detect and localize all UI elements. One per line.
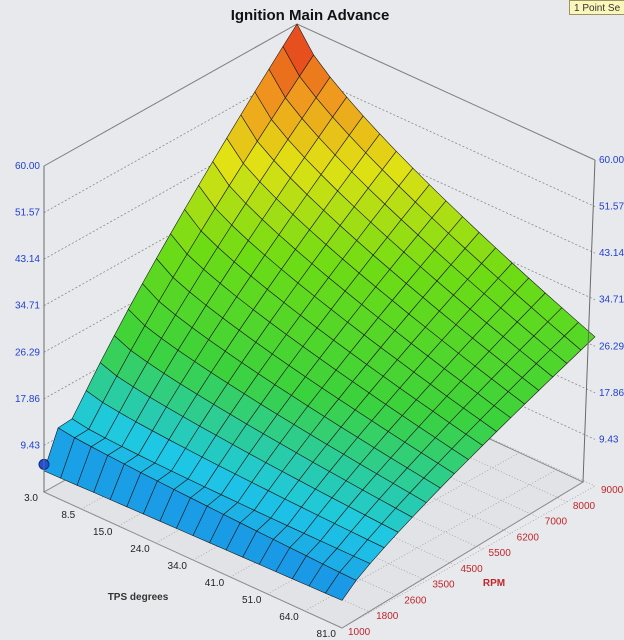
z-tick-left: 34.71 [15, 301, 40, 312]
z-gridline [43, 116, 596, 260]
plot-box-front [43, 159, 596, 492]
z-tick-left: 26.29 [15, 347, 40, 358]
rpm-tick: 1800 [376, 611, 399, 622]
y-axis-label: RPM [483, 578, 505, 589]
rpm-tick: 6200 [517, 532, 540, 543]
z-tick-left: 43.14 [15, 254, 40, 265]
point-select-badge[interactable]: 1 Point Se [569, 0, 624, 15]
rpm-tick: 5500 [489, 548, 512, 559]
tps-tick: 8.5 [61, 510, 75, 521]
rpm-tick: 3500 [432, 580, 455, 591]
rpm-tick: 2600 [404, 595, 427, 606]
rpm-tick: 8000 [573, 501, 596, 512]
z-tick-right: 60.00 [599, 155, 624, 166]
tps-tick: 81.0 [317, 629, 337, 640]
tps-tick: 24.0 [130, 544, 150, 555]
z-gridline [43, 70, 596, 213]
rpm-tick: 1000 [348, 627, 371, 638]
z-tick-left: 17.86 [15, 394, 40, 405]
z-tick-right: 26.29 [599, 341, 624, 352]
z-tick-left: 9.43 [21, 440, 41, 451]
z-tick-right: 9.43 [599, 434, 619, 445]
z-tick-right: 17.86 [599, 388, 624, 399]
rpm-tick: 4500 [460, 564, 483, 575]
tps-tick: 34.0 [168, 561, 188, 572]
z-tick-right: 51.57 [599, 202, 624, 213]
surface-mesh [38, 23, 596, 601]
tps-tick: 3.0 [24, 493, 38, 504]
box-right-vertical [582, 159, 596, 483]
z-tick-left: 51.57 [15, 208, 40, 219]
floor-grid-line [43, 491, 343, 629]
tps-tick: 64.0 [279, 612, 299, 623]
z-gridline [43, 23, 596, 167]
floor-grid-line [341, 485, 596, 629]
rpm-tick: 9000 [601, 485, 624, 496]
surface-cell [325, 571, 357, 601]
z-tick-right: 43.14 [599, 248, 624, 259]
tps-tick: 41.0 [205, 578, 225, 589]
x-axis-label: TPS degrees [108, 592, 169, 603]
tps-tick: 51.0 [242, 595, 262, 606]
chart-title: Ignition Main Advance [231, 7, 390, 24]
axis-labels: 17.86 26.29 34.71 43.14 51.57 60.00 9.43 9.43 17… [15, 155, 624, 640]
tps-tick: 15.0 [93, 527, 113, 538]
rpm-tick: 7000 [545, 517, 568, 528]
z-tick-left: 60.00 [15, 161, 40, 172]
z-tick-right: 34.71 [599, 295, 624, 306]
